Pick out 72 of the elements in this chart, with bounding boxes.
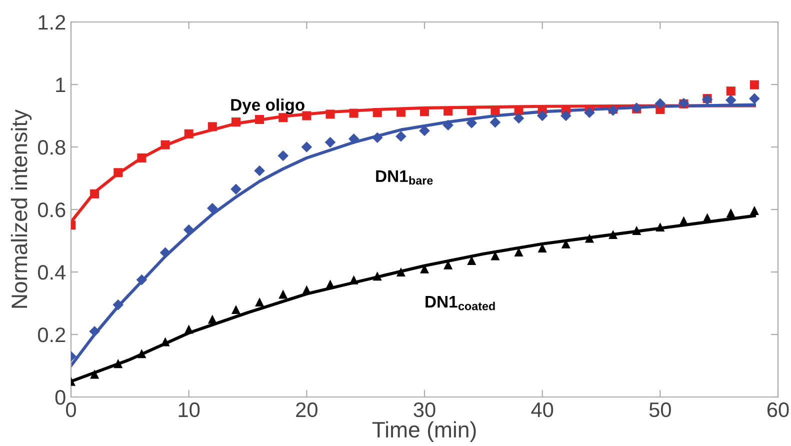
- point: [326, 110, 335, 119]
- point: [372, 132, 383, 144]
- point: [656, 222, 665, 232]
- point: [560, 110, 572, 122]
- point: [348, 133, 360, 144]
- x-tick-label: 0: [66, 402, 76, 418]
- point: [231, 304, 240, 314]
- y-tick-label: 1: [56, 78, 66, 92]
- x-tick-label: 20: [296, 402, 318, 418]
- point: [324, 136, 336, 148]
- point: [231, 117, 240, 127]
- series-label: Dye oligo: [231, 98, 304, 114]
- point: [90, 370, 100, 379]
- point: [442, 120, 454, 131]
- point: [208, 314, 217, 324]
- point: [726, 208, 736, 218]
- y-axis-title: Normalized intensity: [10, 110, 32, 308]
- point: [90, 189, 100, 198]
- point: [584, 107, 595, 118]
- point: [255, 114, 264, 124]
- point: [183, 224, 194, 236]
- x-tick-label: 10: [178, 402, 200, 418]
- point: [184, 129, 194, 138]
- point: [349, 108, 358, 118]
- x-tick-label: 50: [649, 402, 671, 418]
- point: [114, 168, 123, 178]
- point: [278, 150, 288, 162]
- point: [490, 116, 501, 128]
- point: [632, 226, 642, 235]
- x-tick-label: 40: [531, 402, 554, 418]
- x-tick-label: 30: [414, 402, 436, 418]
- point: [396, 267, 406, 277]
- point: [207, 202, 218, 214]
- point: [160, 140, 170, 150]
- point: [536, 110, 548, 122]
- point: [326, 280, 335, 289]
- y-tick-label: 0: [55, 390, 66, 405]
- series-label: DN1$_{bare}$: [376, 170, 433, 185]
- series-label: DN1$_{coated}$: [426, 296, 495, 310]
- point: [137, 349, 146, 358]
- point: [372, 108, 382, 118]
- point: [396, 130, 406, 142]
- point: [254, 165, 265, 176]
- point: [89, 326, 100, 337]
- point: [750, 206, 759, 215]
- point: [136, 274, 148, 286]
- y-tick-label: 0.2: [38, 328, 66, 342]
- point: [301, 142, 312, 152]
- y-tick-label: 1.2: [38, 15, 66, 30]
- point: [513, 112, 524, 124]
- point: [372, 272, 382, 281]
- point: [726, 86, 736, 96]
- point: [137, 153, 146, 162]
- point: [608, 230, 618, 240]
- x-axis-title: Time (min): [372, 421, 476, 442]
- point: [184, 324, 194, 334]
- point: [112, 299, 124, 310]
- point: [278, 290, 288, 299]
- x-tick-label: 60: [767, 402, 789, 418]
- point: [255, 297, 264, 307]
- y-tick-label: 0.6: [38, 202, 66, 218]
- point: [114, 359, 123, 368]
- point: [749, 93, 760, 104]
- point: [654, 98, 666, 109]
- point: [679, 216, 688, 226]
- y-tick-label: 0.8: [38, 140, 66, 155]
- point: [208, 122, 217, 132]
- point: [230, 184, 242, 195]
- point: [584, 234, 594, 243]
- point: [750, 80, 759, 90]
- point: [302, 285, 312, 294]
- y-tick-label: 0.4: [38, 265, 66, 280]
